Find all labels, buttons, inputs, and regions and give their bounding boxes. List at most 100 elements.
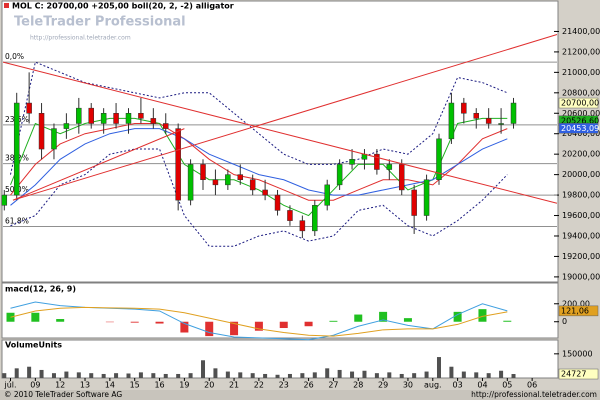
candle-body bbox=[187, 164, 194, 201]
x-tick-label: 14 bbox=[105, 381, 115, 390]
series-line bbox=[10, 61, 508, 175]
fib-label: 0,0% bbox=[5, 52, 24, 61]
y-tick-label: 19800,00 bbox=[562, 191, 600, 200]
volume-panel bbox=[1, 339, 559, 379]
volume-bar bbox=[424, 371, 429, 378]
price-panel bbox=[1, 0, 559, 283]
volume-bar bbox=[76, 372, 81, 378]
candle-body bbox=[225, 174, 231, 186]
volume-bar bbox=[374, 373, 379, 378]
histogram-bar bbox=[279, 321, 288, 329]
y-tick-label: 20000,00 bbox=[562, 170, 600, 179]
histogram-bar bbox=[230, 321, 239, 336]
x-tick-label: 20 bbox=[204, 381, 214, 390]
x-tick-label: 22 bbox=[254, 381, 264, 390]
volume-bar bbox=[436, 357, 441, 378]
price-tag-label: 20700,00 bbox=[561, 99, 599, 108]
volume-bar bbox=[27, 366, 32, 378]
volume-bar bbox=[163, 373, 168, 378]
histogram-bar bbox=[254, 321, 263, 331]
trend-line bbox=[12, 34, 558, 201]
candle-body bbox=[274, 194, 281, 211]
candle-body bbox=[448, 102, 455, 140]
volume-title: VolumeUnits bbox=[5, 341, 62, 350]
x-tick-label: 03 bbox=[453, 381, 463, 390]
y-tick-label: 20400,00 bbox=[562, 129, 600, 138]
volume-bar bbox=[138, 372, 143, 378]
footer-url: http://professional.teletrader.com bbox=[471, 390, 597, 399]
y-tick-label: 19200,00 bbox=[562, 252, 600, 261]
candle-body bbox=[13, 102, 20, 196]
histogram-bar bbox=[31, 312, 40, 322]
y-tick-label: 20800,00 bbox=[562, 88, 600, 97]
volume-bar bbox=[176, 373, 181, 378]
candle-body bbox=[100, 113, 107, 124]
trend-line bbox=[2, 61, 558, 204]
volume-bar bbox=[188, 373, 193, 378]
histogram-bar bbox=[329, 320, 338, 322]
y-tick-label: 19400,00 bbox=[562, 231, 600, 240]
x-tick-label: 23 bbox=[279, 381, 289, 390]
candle-body bbox=[26, 102, 32, 114]
volume-bar bbox=[412, 373, 417, 378]
candle-body bbox=[374, 153, 380, 170]
x-tick-label: júl. bbox=[3, 381, 16, 390]
candle-body bbox=[423, 179, 430, 216]
fib-label: 61,8% bbox=[5, 216, 29, 225]
histogram-bar bbox=[354, 314, 363, 322]
candle-body bbox=[398, 164, 405, 191]
x-tick-label: 15 bbox=[130, 381, 140, 390]
y-tick-label: 20200,00 bbox=[562, 150, 600, 159]
price-tag-label: 121,06 bbox=[561, 306, 589, 315]
series-line bbox=[10, 306, 508, 337]
candle-body bbox=[473, 113, 479, 119]
histogram-bar bbox=[403, 318, 412, 322]
volume-bar bbox=[114, 373, 119, 378]
candle-body bbox=[287, 210, 293, 221]
y-tick-label: 20600,00 bbox=[562, 109, 600, 118]
x-tick-label: 12 bbox=[55, 381, 65, 390]
x-tick-label: 21 bbox=[229, 381, 239, 390]
histogram-bar bbox=[130, 321, 139, 323]
candle-body bbox=[436, 138, 442, 180]
volume-bar bbox=[238, 372, 243, 378]
y-tick-label: 21000,00 bbox=[562, 68, 600, 77]
candle-body bbox=[312, 205, 318, 232]
volume-bar bbox=[449, 366, 454, 378]
candle-body bbox=[411, 189, 417, 216]
x-tick-label: 04 bbox=[477, 381, 487, 390]
volume-bar bbox=[89, 373, 94, 378]
x-tick-label: 30 bbox=[403, 381, 413, 390]
volume-bar bbox=[263, 373, 268, 378]
volume-bar bbox=[312, 372, 317, 378]
candle-body bbox=[150, 118, 157, 124]
volume-bar bbox=[51, 373, 56, 378]
price-tag bbox=[558, 97, 599, 109]
series-line bbox=[10, 148, 508, 247]
histogram-bar bbox=[379, 311, 388, 322]
candle-body bbox=[1, 194, 8, 206]
x-tick-label: 29 bbox=[378, 381, 388, 390]
y-tick-label: 200,00 bbox=[562, 299, 590, 308]
candle-body bbox=[249, 179, 256, 191]
x-tick-label: 13 bbox=[80, 381, 90, 390]
chart-title: MOL C: 20700,00 +205,00 boll(20, 2, -2) … bbox=[12, 2, 234, 11]
volume-bar bbox=[325, 368, 330, 378]
volume-bar bbox=[499, 370, 504, 378]
x-tick-label: 28 bbox=[353, 381, 363, 390]
histogram-bar bbox=[304, 321, 313, 327]
volume-bar bbox=[64, 371, 69, 378]
y-tick-label: 21400,00 bbox=[562, 27, 600, 36]
candle-body bbox=[175, 128, 181, 201]
volume-bar bbox=[275, 374, 280, 378]
volume-bar bbox=[486, 373, 491, 378]
macd-title: macd(12, 26, 9) bbox=[5, 285, 76, 294]
y-tick-label: 21200,00 bbox=[562, 47, 600, 56]
volume-bar bbox=[2, 373, 7, 378]
candle-body bbox=[299, 220, 306, 232]
x-tick-label: aug. bbox=[424, 381, 442, 390]
candle-body bbox=[349, 159, 355, 165]
candle-body bbox=[386, 164, 393, 170]
